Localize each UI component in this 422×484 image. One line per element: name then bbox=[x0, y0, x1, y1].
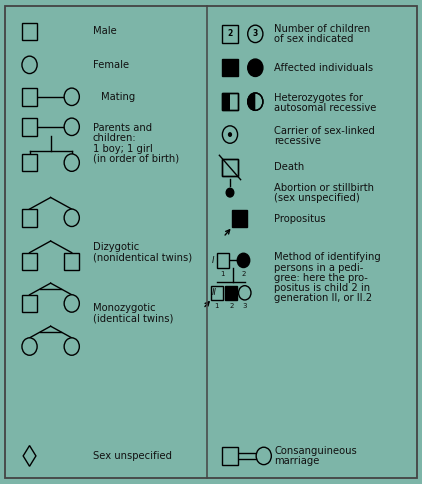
Bar bbox=[22, 23, 37, 40]
Text: Mating: Mating bbox=[101, 92, 135, 102]
Text: of sex indicated: of sex indicated bbox=[274, 34, 354, 44]
Text: marriage: marriage bbox=[274, 456, 320, 466]
Text: 2: 2 bbox=[227, 30, 233, 38]
Wedge shape bbox=[248, 93, 255, 110]
Text: (nonidentical twins): (nonidentical twins) bbox=[93, 252, 192, 262]
Circle shape bbox=[248, 93, 263, 110]
Circle shape bbox=[238, 286, 251, 300]
Text: Dizygotic: Dizygotic bbox=[93, 242, 139, 252]
Circle shape bbox=[64, 209, 79, 227]
Circle shape bbox=[228, 132, 232, 137]
Text: recessive: recessive bbox=[274, 136, 321, 146]
Circle shape bbox=[64, 338, 79, 355]
Text: 3: 3 bbox=[243, 303, 247, 309]
Bar bbox=[22, 118, 37, 136]
Polygon shape bbox=[23, 446, 36, 466]
Text: Carrier of sex-linked: Carrier of sex-linked bbox=[274, 126, 375, 136]
Text: 2: 2 bbox=[241, 272, 246, 277]
Text: 3: 3 bbox=[253, 30, 258, 38]
Bar bbox=[211, 286, 223, 300]
Circle shape bbox=[64, 118, 79, 136]
Text: (in order of birth): (in order of birth) bbox=[93, 154, 179, 164]
Text: 2: 2 bbox=[229, 303, 233, 309]
Text: Death: Death bbox=[274, 163, 305, 172]
Text: autosomal recessive: autosomal recessive bbox=[274, 103, 377, 113]
Bar bbox=[222, 59, 238, 76]
Text: I: I bbox=[212, 256, 214, 265]
Bar bbox=[222, 25, 238, 43]
Circle shape bbox=[64, 88, 79, 106]
Text: Propositus: Propositus bbox=[274, 214, 326, 224]
Text: Abortion or stillbirth: Abortion or stillbirth bbox=[274, 183, 374, 193]
Circle shape bbox=[248, 59, 263, 76]
Bar bbox=[222, 159, 238, 176]
Text: Female: Female bbox=[93, 60, 129, 70]
Circle shape bbox=[226, 188, 234, 197]
Text: Sex unspecified: Sex unspecified bbox=[93, 451, 172, 461]
Circle shape bbox=[222, 126, 238, 143]
Text: generation II, or II.2: generation II, or II.2 bbox=[274, 293, 373, 303]
Bar bbox=[22, 209, 37, 227]
Text: II: II bbox=[212, 288, 217, 297]
Circle shape bbox=[64, 295, 79, 312]
Text: 1: 1 bbox=[215, 303, 219, 309]
Bar bbox=[222, 93, 230, 110]
Text: Heterozygotes for: Heterozygotes for bbox=[274, 93, 363, 103]
Bar bbox=[232, 210, 247, 227]
Text: persons in a pedi-: persons in a pedi- bbox=[274, 263, 364, 272]
Text: (sex unspecified): (sex unspecified) bbox=[274, 193, 360, 203]
Text: Parents and: Parents and bbox=[93, 123, 152, 133]
Bar bbox=[222, 93, 238, 110]
Bar bbox=[22, 154, 37, 171]
Circle shape bbox=[22, 338, 37, 355]
Bar bbox=[22, 88, 37, 106]
Bar bbox=[225, 286, 238, 300]
Circle shape bbox=[248, 25, 263, 43]
Text: Consanguineous: Consanguineous bbox=[274, 446, 357, 456]
Circle shape bbox=[237, 253, 250, 268]
Text: 1: 1 bbox=[221, 272, 225, 277]
Bar bbox=[222, 159, 238, 176]
Text: Male: Male bbox=[93, 27, 116, 36]
Circle shape bbox=[256, 447, 271, 465]
Text: gree: here the pro-: gree: here the pro- bbox=[274, 273, 368, 283]
Bar bbox=[22, 295, 37, 312]
Circle shape bbox=[22, 56, 37, 74]
Text: 1 boy; 1 girl: 1 boy; 1 girl bbox=[93, 144, 153, 153]
Text: Number of children: Number of children bbox=[274, 24, 371, 34]
Text: positus is child 2 in: positus is child 2 in bbox=[274, 283, 371, 293]
Text: children:: children: bbox=[93, 134, 136, 143]
Bar bbox=[22, 253, 37, 270]
Bar bbox=[222, 447, 238, 465]
Text: Monozygotic: Monozygotic bbox=[93, 303, 155, 313]
Circle shape bbox=[64, 154, 79, 171]
Text: (identical twins): (identical twins) bbox=[93, 314, 173, 323]
Text: Method of identifying: Method of identifying bbox=[274, 253, 381, 262]
Text: Affected individuals: Affected individuals bbox=[274, 63, 373, 73]
Bar bbox=[64, 253, 79, 270]
Bar bbox=[216, 253, 229, 268]
Bar bbox=[222, 93, 238, 110]
